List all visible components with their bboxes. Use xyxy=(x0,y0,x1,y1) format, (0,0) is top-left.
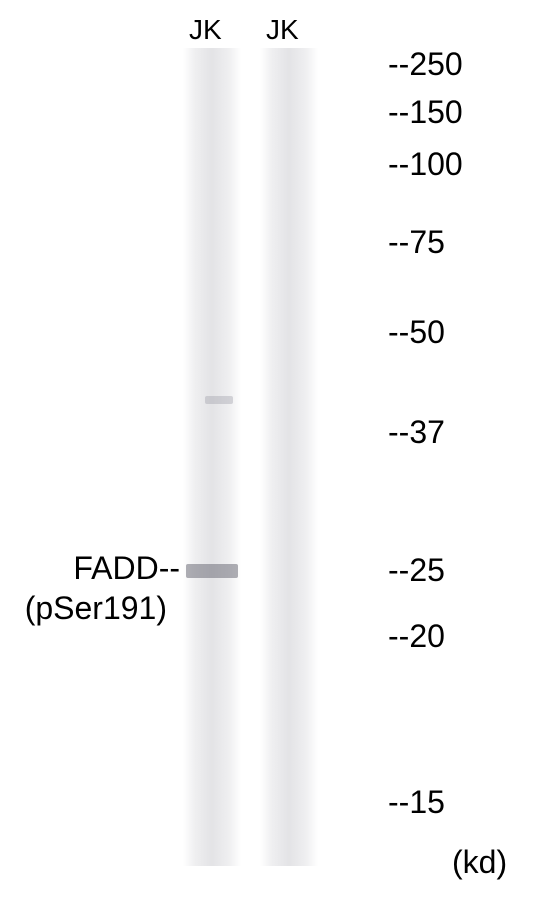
marker-75: --75 xyxy=(388,224,445,261)
band-fadd xyxy=(186,564,238,578)
band-faint xyxy=(205,396,233,404)
lane-1-label: JK xyxy=(189,14,222,46)
marker-20: --20 xyxy=(388,618,445,655)
marker-250: --250 xyxy=(388,46,463,83)
lane-2-label: JK xyxy=(266,14,299,46)
lane-1 xyxy=(183,48,241,866)
lane-2 xyxy=(260,48,318,866)
blot-container: JK JK --250 --150 --100 --75 --50 --37 -… xyxy=(0,0,551,899)
marker-25: --25 xyxy=(388,552,445,589)
marker-15: --15 xyxy=(388,784,445,821)
marker-37: --37 xyxy=(388,414,445,451)
protein-label-line1: FADD-- xyxy=(73,550,180,587)
unit-label: (kd) xyxy=(452,844,507,881)
marker-50: --50 xyxy=(388,314,445,351)
marker-100: --100 xyxy=(388,146,463,183)
marker-150: --150 xyxy=(388,94,463,131)
protein-label-line2: (pSer191) xyxy=(25,590,167,627)
